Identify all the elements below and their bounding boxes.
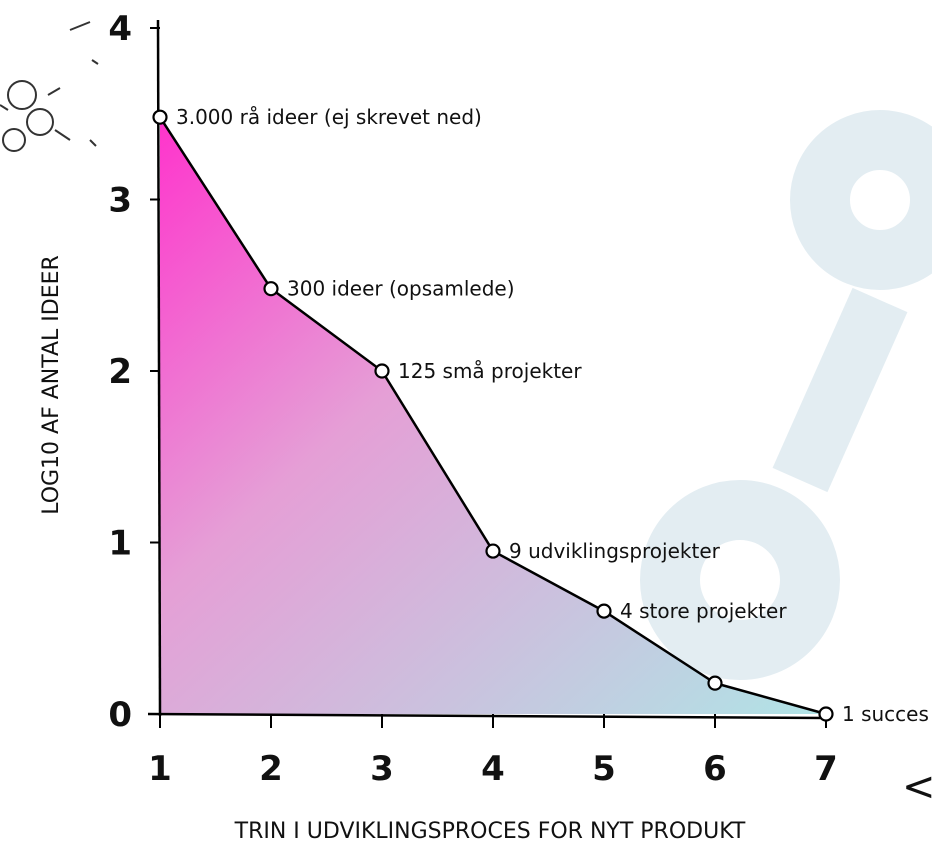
data-point-marker	[596, 603, 612, 619]
area-fill	[160, 117, 826, 715]
data-point-label: 3.000 rå ideer (ej skrevet ned)	[176, 105, 482, 129]
y-tick-label: 1	[108, 524, 132, 564]
right-edge-glyph: <	[902, 764, 932, 810]
data-point-marker	[707, 675, 723, 691]
share-icon-watermark	[640, 110, 932, 680]
data-point-marker	[818, 706, 834, 722]
x-tick-label: 7	[814, 749, 838, 789]
x-axis-line	[147, 712, 827, 720]
data-point-label: 125 små projekter	[398, 359, 582, 383]
y-axis-title: LOG10 AF ANTAL IDEER	[39, 255, 64, 515]
x-axis-title: TRIN I UDVIKLINGSPROCES FOR NYT PRODUKT	[234, 819, 746, 844]
data-point-label: 9 udviklingsprojekter	[509, 539, 721, 563]
data-point-marker	[263, 281, 279, 297]
y-tick-label: 3	[108, 181, 132, 221]
data-point-marker	[374, 363, 390, 379]
x-tick-label: 6	[703, 749, 727, 789]
x-tick-label: 4	[481, 749, 505, 789]
y-tick-label: 2	[108, 352, 132, 392]
data-point-label: 4 store projekter	[620, 599, 787, 623]
data-point-marker	[152, 109, 168, 125]
x-tick-label: 5	[592, 749, 616, 789]
y-tick-label: 4	[108, 9, 132, 49]
x-tick-label: 3	[370, 749, 394, 789]
y-axis-line	[156, 19, 162, 717]
x-tick-label: 2	[259, 749, 283, 789]
x-tick-label: 1	[148, 749, 172, 789]
data-point-label: 300 ideer (opsamlede)	[287, 277, 515, 301]
y-tick-label: 0	[108, 695, 132, 735]
data-point-marker	[485, 543, 501, 559]
data-point-label: 1 succes	[842, 702, 929, 726]
lightbulb-cluster-icon	[0, 21, 99, 152]
